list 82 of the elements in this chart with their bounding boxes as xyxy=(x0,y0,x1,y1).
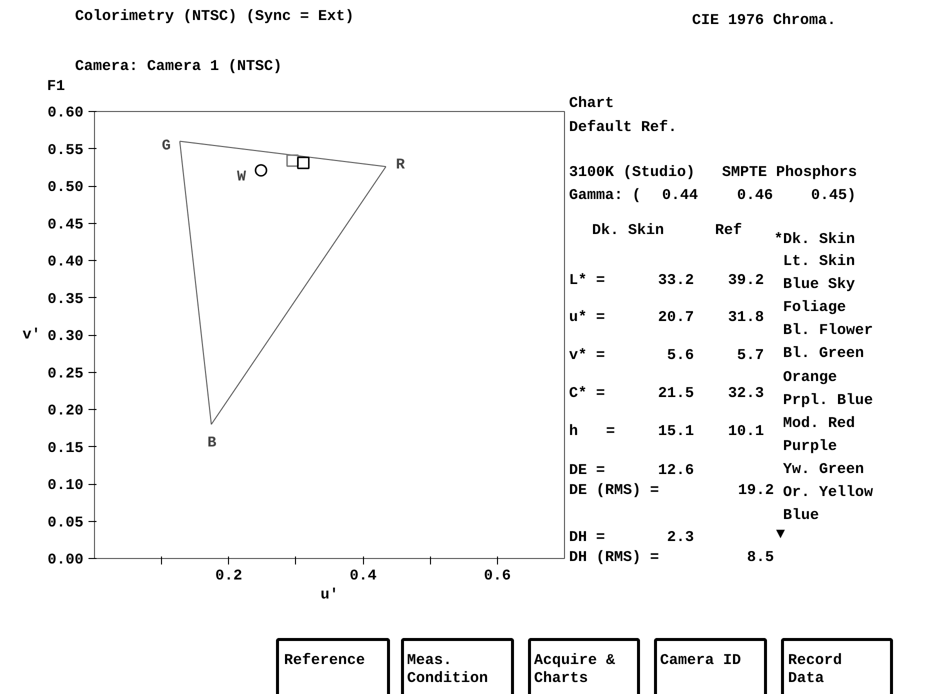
text: Data xyxy=(788,670,824,688)
text: Meas. xyxy=(407,652,452,670)
text: 32.3 xyxy=(728,385,764,403)
text: Mod. Red xyxy=(783,415,856,433)
x-tick-label: 0.4 xyxy=(350,568,377,584)
text: Condition xyxy=(407,670,488,688)
y-tick-label: 0.50 xyxy=(47,179,84,196)
x-tick-label: 0.6 xyxy=(484,568,511,584)
text: 10.1 xyxy=(728,423,764,441)
text: DE = xyxy=(569,462,606,480)
annotation: W xyxy=(237,168,246,186)
text: 31.8 xyxy=(728,309,764,327)
text: = xyxy=(606,423,616,441)
text: Gamma: ( xyxy=(569,187,642,205)
text: CIE 1976 Chroma. xyxy=(692,12,836,30)
y-tick-label: 0.05 xyxy=(47,514,84,532)
text: Chart xyxy=(569,95,614,113)
text: 5.6 xyxy=(666,347,694,365)
text: 33.2 xyxy=(658,272,694,290)
text: F1 xyxy=(47,78,66,96)
text: SMPTE Phosphors xyxy=(722,164,858,182)
x-tick-label: 0.2 xyxy=(215,568,242,584)
x-axis-title: u′ xyxy=(320,586,339,604)
text: Foliage xyxy=(783,299,846,317)
text: Charts xyxy=(534,670,588,688)
text: h xyxy=(569,423,578,441)
text: DE (RMS) = xyxy=(569,482,660,500)
y-tick-label: 0.60 xyxy=(47,104,84,122)
text: Default Ref. xyxy=(569,119,678,137)
text: ▼ xyxy=(776,526,786,544)
y-tick-label: 0.30 xyxy=(47,328,84,345)
text: v* = xyxy=(569,347,606,365)
text: Yw. Green xyxy=(783,461,864,479)
text: Record xyxy=(788,652,842,670)
text: Bl. Flower xyxy=(783,322,874,340)
text: 15.1 xyxy=(658,423,694,441)
text: DH (RMS) = xyxy=(569,549,660,567)
text: DH = xyxy=(569,529,606,547)
text: Ref xyxy=(715,222,742,240)
text: 20.7 xyxy=(658,309,694,327)
text: 8.5 xyxy=(746,549,774,567)
text: 12.6 xyxy=(658,462,694,480)
text: Bl. Green xyxy=(783,345,864,363)
text: Lt. Skin xyxy=(783,253,856,271)
text: 19.2 xyxy=(738,482,774,500)
y-tick-label: 0.25 xyxy=(47,365,84,382)
text: 21.5 xyxy=(658,385,694,403)
text: Blue Sky xyxy=(783,276,856,294)
y-tick-label: 0.20 xyxy=(47,402,84,420)
text: 0.44 xyxy=(662,187,698,205)
text: C* = xyxy=(569,385,606,403)
text: 2.3 xyxy=(666,529,694,547)
y-tick-label: 0.40 xyxy=(47,254,84,270)
text: u* = xyxy=(569,309,606,327)
y-tick-label: 0.45 xyxy=(47,216,84,234)
text: Prpl. Blue xyxy=(783,392,874,410)
text: 0.46 xyxy=(737,187,774,205)
text: Purple xyxy=(783,438,838,456)
y-tick-label: 0.35 xyxy=(47,290,84,308)
chart-title: Colorimetry (NTSC) (Sync = Ext) xyxy=(75,8,354,26)
text: Camera ID xyxy=(660,652,742,670)
text: Or. Yellow xyxy=(783,484,874,502)
text: 3100K (Studio) xyxy=(569,164,696,182)
text: Orange xyxy=(783,369,838,387)
chart-subtitle: Camera: Camera 1 (NTSC) xyxy=(75,58,282,76)
text: 39.2 xyxy=(728,272,764,290)
text: 5.7 xyxy=(736,347,764,365)
text: Acquire & xyxy=(534,652,616,670)
y-tick-label: 0.10 xyxy=(47,477,84,494)
text: 0.45) xyxy=(811,187,856,205)
y-axis-title: v′ xyxy=(22,326,41,344)
text: Reference xyxy=(284,652,366,670)
y-tick-label: 0.15 xyxy=(47,440,84,457)
y-tick-label: 0.00 xyxy=(47,552,84,568)
annotation: G xyxy=(162,137,171,154)
annotation: R xyxy=(396,156,405,174)
text: L* = xyxy=(569,272,606,290)
y-tick-label: 0.55 xyxy=(47,142,84,159)
text: Blue xyxy=(783,507,820,525)
annotation: B xyxy=(207,434,216,452)
text: Dk. Skin xyxy=(592,222,664,240)
text: *Dk. Skin xyxy=(774,231,856,249)
